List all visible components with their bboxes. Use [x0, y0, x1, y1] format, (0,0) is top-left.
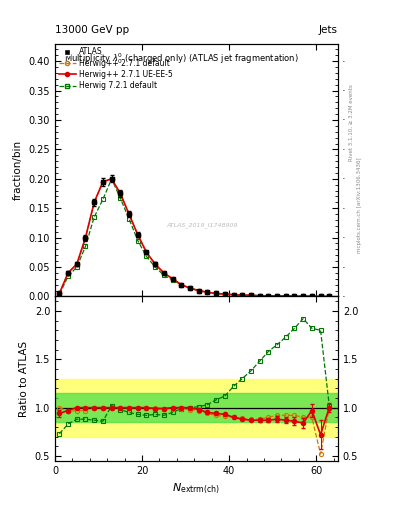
- Y-axis label: fraction/bin: fraction/bin: [13, 140, 23, 200]
- Text: ATLAS_2019_I1748909: ATLAS_2019_I1748909: [166, 223, 238, 228]
- Text: 13000 GeV pp: 13000 GeV pp: [55, 25, 129, 35]
- Text: Multiplicity $\lambda_0^0$ (charged only) (ATLAS jet fragmentation): Multiplicity $\lambda_0^0$ (charged only…: [64, 51, 298, 66]
- Text: Jets: Jets: [319, 25, 338, 35]
- Text: Rivet 3.1.10, ≥ 3.2M events: Rivet 3.1.10, ≥ 3.2M events: [349, 84, 354, 161]
- Y-axis label: Ratio to ATLAS: Ratio to ATLAS: [19, 340, 29, 417]
- Text: mcplots.cern.ch [arXiv:1306.3436]: mcplots.cern.ch [arXiv:1306.3436]: [357, 157, 362, 252]
- X-axis label: $N_{\rm{extrm(ch)}}$: $N_{\rm{extrm(ch)}}$: [173, 481, 220, 496]
- Legend: ATLAS, Herwig++ 2.7.1 default, Herwig++ 2.7.1 UE-EE-5, Herwig 7.2.1 default: ATLAS, Herwig++ 2.7.1 default, Herwig++ …: [59, 47, 173, 90]
